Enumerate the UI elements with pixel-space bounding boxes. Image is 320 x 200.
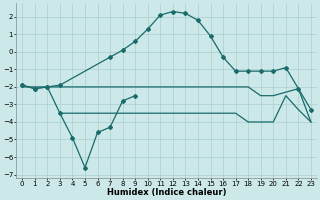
X-axis label: Humidex (Indice chaleur): Humidex (Indice chaleur): [107, 188, 226, 197]
